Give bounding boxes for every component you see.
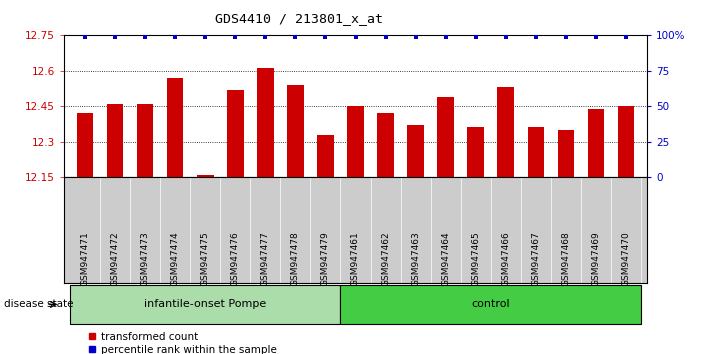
Text: disease state: disease state xyxy=(4,299,73,309)
Bar xyxy=(107,104,123,177)
Bar xyxy=(137,104,154,177)
Legend: transformed count, percentile rank within the sample: transformed count, percentile rank withi… xyxy=(83,327,281,354)
Bar xyxy=(227,90,244,177)
Text: control: control xyxy=(471,299,510,309)
Bar xyxy=(528,127,544,177)
Bar xyxy=(407,125,424,177)
FancyBboxPatch shape xyxy=(341,285,641,324)
Bar xyxy=(588,109,604,177)
Bar xyxy=(287,85,304,177)
Bar xyxy=(618,106,634,177)
Bar xyxy=(498,87,514,177)
Bar xyxy=(467,127,484,177)
Text: GDS4410 / 213801_x_at: GDS4410 / 213801_x_at xyxy=(215,12,383,25)
Bar xyxy=(257,68,274,177)
FancyBboxPatch shape xyxy=(70,285,341,324)
Bar xyxy=(437,97,454,177)
Text: infantile-onset Pompe: infantile-onset Pompe xyxy=(144,299,267,309)
Bar xyxy=(347,106,364,177)
Bar xyxy=(378,113,394,177)
Bar xyxy=(557,130,574,177)
Bar xyxy=(77,113,93,177)
Bar xyxy=(167,78,183,177)
Bar xyxy=(197,175,213,177)
Bar xyxy=(317,135,333,177)
